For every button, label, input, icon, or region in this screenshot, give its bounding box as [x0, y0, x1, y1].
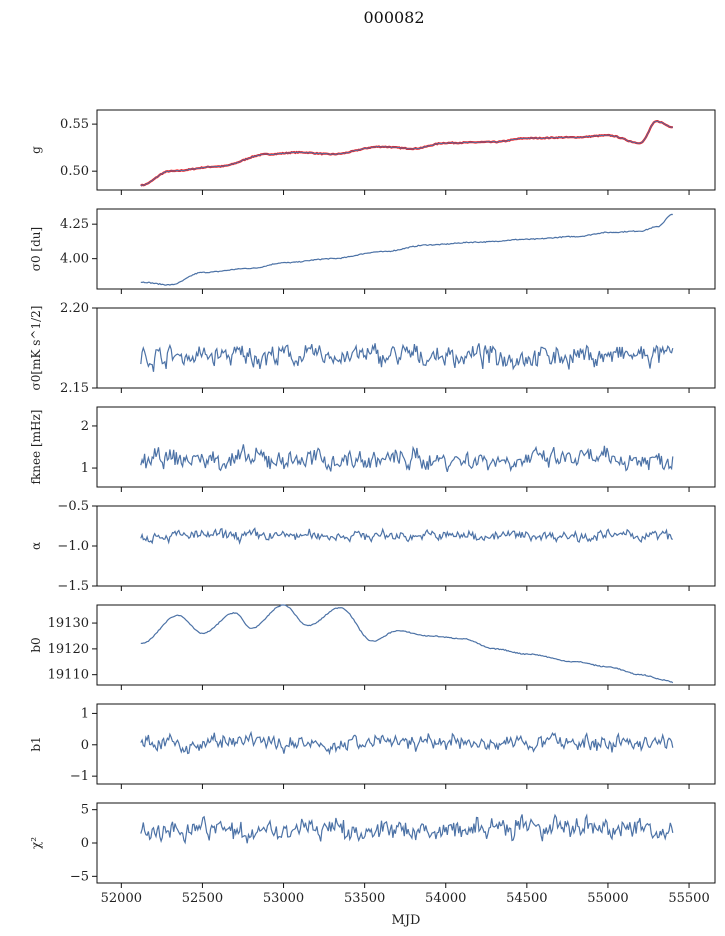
x-tick-label: 53500 [344, 891, 385, 906]
x-tick-label: 52000 [101, 891, 142, 906]
panel-frame [96, 703, 716, 785]
y-tick-label: 2.20 [60, 301, 89, 316]
series-line [140, 343, 674, 372]
panel-frame [96, 208, 716, 290]
panel-frame [96, 406, 716, 488]
y-tick-label: −1.5 [57, 579, 89, 594]
y-axis-label: fknee [mHz] [29, 410, 43, 485]
y-tick-label: 19110 [48, 668, 89, 683]
y-tick-label: 4.25 [60, 217, 89, 232]
y-tick-label: −0.5 [57, 499, 89, 514]
panel-frame [96, 307, 716, 389]
series-line [140, 120, 673, 187]
x-tick-label: 55000 [587, 891, 628, 906]
y-axis-label: b1 [29, 736, 43, 751]
y-tick-label: 1 [81, 461, 89, 476]
series-line [140, 813, 674, 845]
series-line [140, 213, 673, 286]
overlay-line [140, 119, 673, 187]
y-tick-label: 2 [81, 419, 89, 434]
y-tick-label: 0 [81, 836, 89, 851]
y-tick-label: 0.55 [60, 117, 89, 132]
y-tick-label: 1 [81, 706, 89, 721]
panel-frame [96, 109, 716, 191]
y-tick-label: −5 [70, 869, 89, 884]
x-axis-label: MJD [392, 913, 421, 928]
y-axis-label: g [29, 146, 43, 154]
y-tick-label: 0.50 [60, 164, 89, 179]
y-tick-label: −1 [70, 769, 89, 784]
series-line-inner [140, 120, 673, 187]
y-axis-label: b0 [29, 637, 43, 652]
x-tick-label: 53000 [263, 891, 304, 906]
y-tick-label: 4.00 [60, 252, 89, 267]
y-tick-label: 2.15 [60, 381, 89, 396]
y-axis-label: σ0 [du] [29, 227, 43, 271]
series-line [140, 444, 674, 473]
y-axis-label: α [29, 542, 43, 550]
y-tick-label: 19120 [48, 642, 89, 657]
panel-frame [96, 505, 716, 587]
y-tick-label: 19130 [48, 616, 89, 631]
x-tick-label: 54000 [425, 891, 466, 906]
y-axis-label: σ0[mK s^1/2] [29, 306, 43, 391]
x-tick-label: 52500 [182, 891, 223, 906]
series-line [140, 527, 673, 545]
panel-frame [96, 604, 716, 686]
chart-title: 000082 [363, 8, 424, 27]
y-axis-label: χ² [29, 837, 43, 849]
y-tick-label: −1.0 [57, 539, 89, 554]
x-tick-label: 54500 [506, 891, 547, 906]
y-tick-label: 5 [81, 803, 89, 818]
x-tick-label: 55500 [668, 891, 709, 906]
series-line [140, 604, 674, 684]
panels-container: 0.50 0.55 g 4.00 4.25 σ0 [du] 2.15 2.20 σ0[mK s^… [29, 109, 716, 906]
panel-frame [96, 802, 716, 884]
series-line [140, 730, 674, 756]
y-tick-label: 0 [81, 738, 89, 753]
